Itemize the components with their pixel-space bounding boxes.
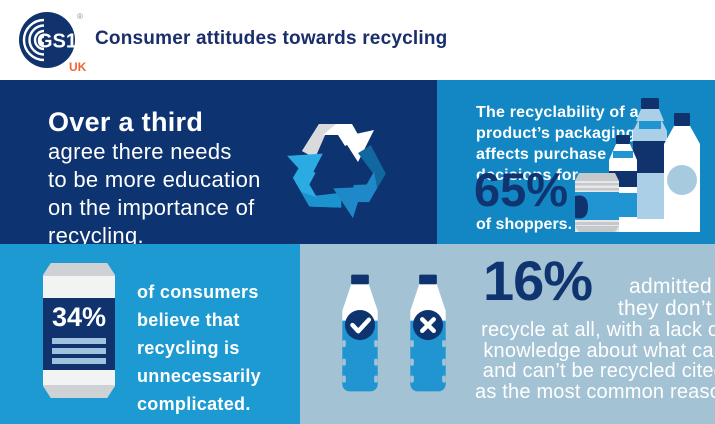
large-bottle-icon <box>633 98 667 232</box>
stat-can-illustration: 34% <box>43 263 115 398</box>
dont-recycle-line: recycle at all, with a lack of <box>481 319 715 341</box>
complicated-stat: 34% <box>52 302 107 332</box>
dont-recycle-lead-line: they don’t <box>617 297 712 320</box>
header: GS1 ® UK Consumer attitudes towards recy… <box>0 0 715 80</box>
dont-recycle-line: as the most common reason. <box>475 380 715 403</box>
can-top-band <box>43 263 115 276</box>
dont-recycle-line: and can’t be recycled cited <box>482 360 715 382</box>
packaging-stat: 65% <box>474 163 569 216</box>
logo-brand-text: GS1 <box>37 31 77 53</box>
packaging-suffix: of shoppers. <box>476 216 573 233</box>
education-line: to be more education <box>48 167 261 192</box>
dont-recycle-text-block: recycle at all, with a lack of knowledge… <box>475 320 715 402</box>
bottle-recyclable-illustration <box>342 274 378 392</box>
complicated-line: of consumers <box>137 282 259 302</box>
logo-circle <box>19 12 75 68</box>
logo-arcs-icon <box>22 18 45 62</box>
panel-education: Over a third agree there needs to be mor… <box>0 80 437 244</box>
check-icon <box>350 317 372 334</box>
complicated-line: believe that <box>137 310 240 330</box>
dont-recycle-line: knowledge about what can <box>483 339 715 362</box>
gs1-uk-logo: GS1 ® UK <box>19 12 87 74</box>
dont-recycle-lead-block: admitted they don’t <box>618 276 712 320</box>
recycling-arrows-icon <box>287 124 386 219</box>
dont-recycle-stat: 16% <box>483 249 593 312</box>
panel-dont-recycle: 16% admitted they don’t recycle at all, … <box>300 244 715 424</box>
packaging-line: affects purchase <box>476 146 607 163</box>
complicated-line: recycling is <box>137 338 240 358</box>
bottle-not-recyclable-illustration <box>410 274 446 392</box>
can-bottom-band <box>43 385 115 398</box>
education-line: on the importance of <box>48 195 255 220</box>
education-line: recycling. <box>48 223 144 244</box>
panel-packaging: The recyclability of a product’s packagi… <box>437 80 715 244</box>
drink-can-icon <box>575 173 619 232</box>
packaging-text-block: The recyclability of a product’s packagi… <box>476 102 639 186</box>
complicated-line: unnecessarily <box>137 366 261 386</box>
packaging-line: decisions for <box>476 167 579 184</box>
can-label-bar <box>52 338 106 344</box>
can-label-bar <box>52 358 106 364</box>
packaging-line: The recyclability of a <box>476 104 639 121</box>
jug-bottle-icon <box>664 113 700 232</box>
complicated-text-block: of consumers believe that recycling is u… <box>137 278 261 418</box>
cross-icon <box>420 317 436 333</box>
logo-registered-mark: ® <box>77 12 83 21</box>
can-label-bar <box>52 348 106 354</box>
packaging-containers-illustration <box>575 98 700 232</box>
education-text-block: Over a third agree there needs to be mor… <box>48 106 261 244</box>
page-title: Consumer attitudes towards recycling <box>95 28 448 49</box>
logo-region-text: UK <box>69 60 87 74</box>
dont-recycle-lead-line: admitted <box>629 275 712 298</box>
education-line: agree there needs <box>48 139 232 164</box>
packaging-line: product’s packaging <box>476 125 636 142</box>
can-label: 34% <box>43 298 115 370</box>
education-headline: Over a third <box>48 107 204 137</box>
panel-complicated: 34% of consumers believe that recycling … <box>0 244 300 424</box>
complicated-line: complicated. <box>137 394 251 414</box>
